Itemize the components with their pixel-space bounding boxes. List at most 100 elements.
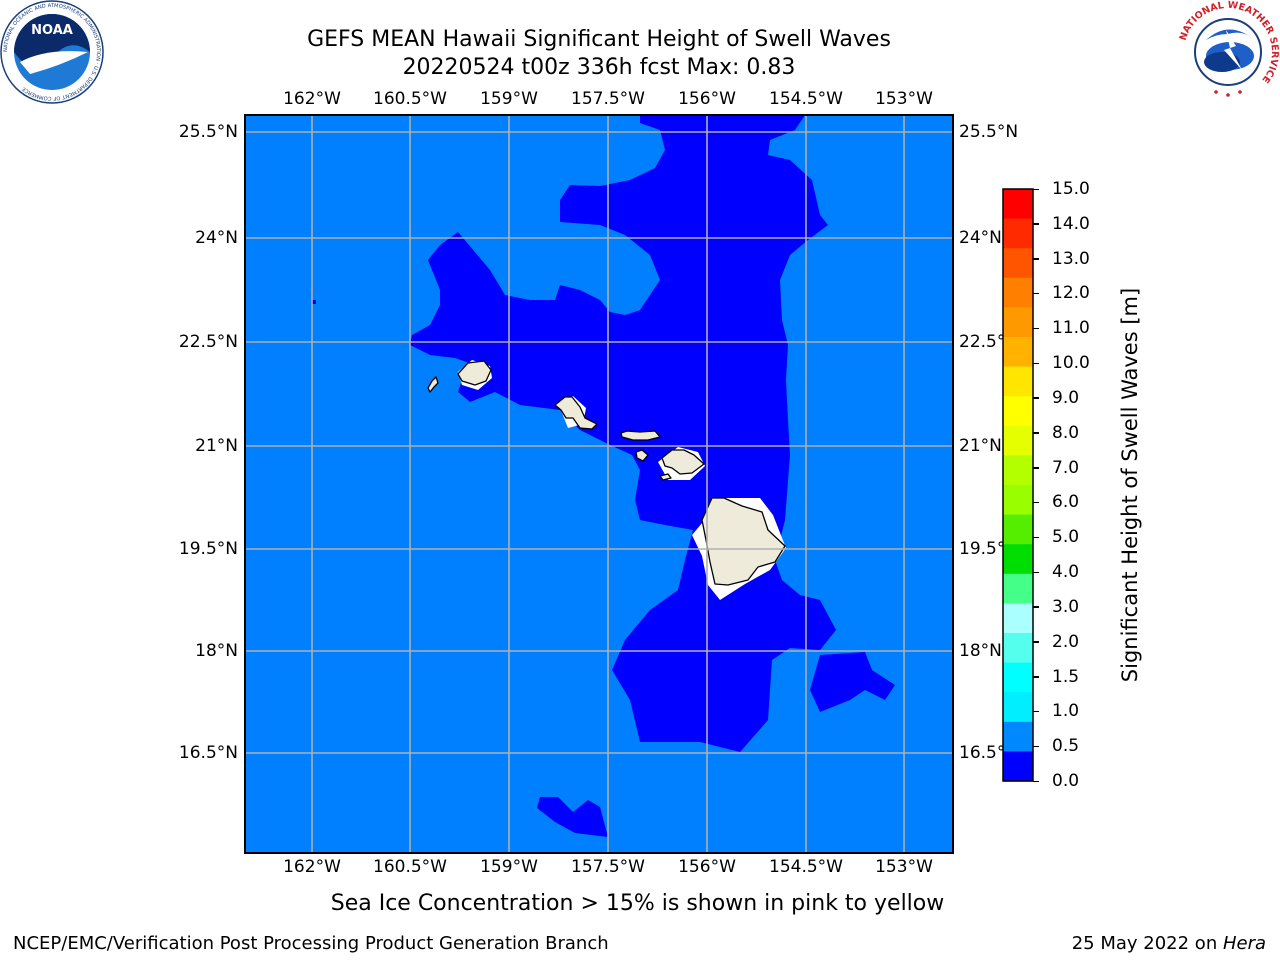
lat-tick-right: 25.5°N <box>959 122 1019 142</box>
colorbar-band <box>1003 277 1033 308</box>
colorbar-tick-mark <box>1033 780 1039 782</box>
island-kahoolawe <box>659 473 672 481</box>
lon-tick-bottom: 162°W <box>283 857 341 877</box>
low-swell-region-south <box>537 797 608 837</box>
noaa-logo: NATIONAL OCEANIC AND ATMOSPHERIC ADMINIS… <box>0 0 104 104</box>
island-molokai <box>620 430 661 441</box>
footer-credit: NCEP/EMC/Verification Post Processing Pr… <box>13 933 609 954</box>
sea-ice-caption: Sea Ice Concentration > 15% is shown in … <box>330 891 945 916</box>
colorbar-tick-mark <box>1033 641 1039 643</box>
colorbar-band <box>1003 603 1033 634</box>
colorbar-tick-label: 4.0 <box>1052 562 1080 583</box>
lat-tick-right: 18°N <box>959 641 1002 661</box>
colorbar-tick-mark <box>1033 397 1039 399</box>
colorbar-tick-mark <box>1033 292 1039 295</box>
colorbar-label: Significant Height of Swell Waves [m] <box>1118 287 1142 683</box>
colorbar-tick-label: 7.0 <box>1052 457 1080 478</box>
lon-tick-bottom: 159°W <box>480 857 538 877</box>
colorbar-tick-label: 10.0 <box>1052 353 1090 374</box>
colorbar-tick-label: 1.5 <box>1052 666 1080 687</box>
lat-tick-left: 24°N <box>195 228 238 248</box>
colorbar-tick-mark <box>1033 571 1039 574</box>
colorbar-tick-mark <box>1033 536 1039 539</box>
colorbar-band <box>1003 573 1033 604</box>
colorbar-tick-mark <box>1033 362 1039 365</box>
colorbar-tick-mark <box>1033 432 1039 434</box>
colorbar-tick-mark <box>1033 745 1039 748</box>
colorbar-band <box>1003 751 1033 782</box>
colorbar-band <box>1003 633 1033 664</box>
colorbar-band <box>1003 248 1033 279</box>
colorbar-tick-label: 8.0 <box>1052 422 1080 443</box>
colorbar-band <box>1003 485 1033 516</box>
colorbar-tick-label: 0.5 <box>1052 736 1080 757</box>
island-niihau <box>427 376 439 393</box>
island-oahu <box>554 396 598 430</box>
lat-tick-right: 21°N <box>959 436 1002 456</box>
lat-tick-right: 24°N <box>959 228 1002 248</box>
island-lanai <box>635 449 649 462</box>
lon-tick-bottom: 160.5°W <box>373 857 447 877</box>
colorbar-band <box>1003 692 1033 723</box>
colorbar-tick-mark <box>1033 223 1039 225</box>
lon-tick-top: 156°W <box>678 89 736 109</box>
island-maui <box>661 449 705 475</box>
lon-tick-bottom: 157.5°W <box>571 857 645 877</box>
lon-tick-bottom: 153°W <box>875 857 933 877</box>
colorbar-tick-label: 13.0 <box>1052 248 1090 269</box>
colorbar-band <box>1003 307 1033 338</box>
colorbar-tick-mark <box>1033 606 1039 608</box>
colorbar-band <box>1003 544 1033 575</box>
colorbar-tick-label: 1.0 <box>1052 701 1080 722</box>
noaa-logo-text: NOAA <box>31 23 73 38</box>
lat-tick-left: 22.5°N <box>178 332 238 352</box>
lat-tick-left: 21°N <box>195 436 238 456</box>
colorbar-tick-label: 5.0 <box>1052 527 1080 548</box>
lat-tick-left: 19.5°N <box>178 539 238 559</box>
lon-tick-top: 159°W <box>480 89 538 109</box>
lon-tick-bottom: 154.5°W <box>769 857 843 877</box>
lat-tick-left: 25.5°N <box>178 122 238 142</box>
colorbar-tick-label: 9.0 <box>1052 387 1080 408</box>
island-kauai <box>457 360 492 386</box>
low-swell-region-east <box>810 652 895 712</box>
lon-tick-top: 154.5°W <box>769 89 843 109</box>
colorbar-tick-mark <box>1033 501 1039 504</box>
ocean-background <box>245 115 953 853</box>
colorbar-tick-label: 15.0 <box>1052 179 1090 199</box>
lon-tick-top: 162°W <box>283 89 341 109</box>
colorbar <box>1002 188 1034 782</box>
chart-subtitle: 20220524 t00z 336h fcst Max: 0.83 <box>402 55 796 80</box>
lon-tick-top: 157.5°W <box>571 89 645 109</box>
colorbar-band <box>1003 396 1033 427</box>
colorbar-tick-mark <box>1033 676 1039 678</box>
lon-tick-top: 160.5°W <box>373 89 447 109</box>
colorbar-tick-label: 12.0 <box>1052 283 1090 304</box>
lat-tick-left: 18°N <box>195 641 238 661</box>
colorbar-tick-label: 11.0 <box>1052 318 1090 339</box>
colorbar-tick-mark <box>1033 188 1039 190</box>
colorbar-tick-label: 0.0 <box>1052 771 1080 791</box>
colorbar-tick-label: 2.0 <box>1052 631 1080 652</box>
gridlines <box>245 115 953 853</box>
colorbar-band <box>1003 366 1033 397</box>
low-swell-speck <box>312 300 316 304</box>
colorbar-band <box>1003 218 1033 249</box>
nws-logo: NATIONAL WEATHER SERVICE <box>1177 0 1280 103</box>
colorbar-band <box>1003 337 1033 368</box>
footer-date-text: 25 May 2022 on <box>1071 933 1223 954</box>
colorbar-tick-mark <box>1033 258 1039 260</box>
colorbar-tick-mark <box>1033 710 1039 713</box>
chart-title: GEFS MEAN Hawaii Significant Height of S… <box>307 27 891 52</box>
colorbar-tick-label: 3.0 <box>1052 596 1080 617</box>
islands <box>427 360 786 586</box>
map-frame <box>244 114 954 854</box>
colorbar-tick-label: 6.0 <box>1052 492 1080 513</box>
colorbar-band <box>1003 721 1033 752</box>
colorbar-tick-mark <box>1033 327 1039 330</box>
colorbar-tick-mark <box>1033 467 1039 469</box>
footer-date: 25 May 2022 on Hera <box>1072 933 1266 955</box>
colorbar-tick-label: 14.0 <box>1052 213 1090 234</box>
colorbar-band <box>1003 189 1033 220</box>
